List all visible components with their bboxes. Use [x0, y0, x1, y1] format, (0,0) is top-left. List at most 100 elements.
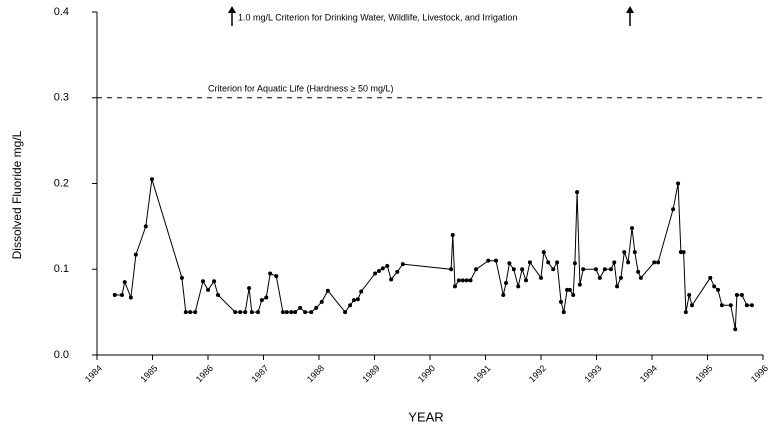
data-point: [468, 278, 473, 283]
data-point: [247, 286, 252, 291]
data-point: [511, 267, 516, 272]
x-tick-label: 1992: [527, 363, 548, 384]
x-tick-label: 1991: [471, 363, 492, 384]
x-tick-label: 1990: [416, 363, 437, 384]
data-point: [555, 260, 560, 265]
data-point: [309, 310, 314, 315]
data-point: [719, 303, 724, 308]
data-point: [284, 310, 289, 315]
data-point: [452, 284, 457, 289]
data-point: [212, 279, 217, 284]
data-point: [561, 310, 566, 315]
data-point: [541, 250, 546, 255]
data-point: [656, 260, 661, 265]
data-point: [507, 261, 512, 266]
y-tick-label: 0.4: [54, 6, 69, 18]
data-point: [501, 292, 506, 297]
data-point: [744, 303, 749, 308]
data-point: [206, 287, 210, 292]
data-point: [343, 310, 348, 315]
data-point: [122, 280, 127, 285]
data-point: [280, 310, 285, 315]
data-point: [734, 292, 739, 297]
data-point: [524, 278, 529, 283]
data-point: [681, 250, 686, 255]
data-point: [516, 284, 521, 289]
data-point: [520, 267, 525, 272]
data-point: [233, 310, 238, 315]
data-point: [303, 310, 308, 315]
data-point: [149, 177, 154, 182]
y-tick-label: 0.1: [54, 263, 69, 275]
x-tick-label: 1995: [693, 363, 714, 384]
data-point: [348, 303, 353, 308]
data-point: [630, 226, 635, 231]
data-point: [293, 310, 298, 315]
data-point: [597, 275, 602, 280]
arrow-right: [626, 6, 634, 26]
data-point: [238, 310, 243, 315]
data-point: [572, 261, 577, 266]
data-point: [626, 260, 631, 265]
y-tick-label: 0.2: [54, 177, 69, 189]
data-point: [264, 295, 269, 300]
data-point: [380, 266, 385, 271]
data-point: [255, 310, 260, 315]
data-point: [395, 269, 400, 274]
data-point: [551, 267, 556, 272]
data-line: [114, 179, 752, 330]
data-point: [314, 305, 319, 310]
data-point: [193, 310, 198, 315]
data-point: [581, 267, 586, 272]
data-point: [389, 277, 394, 282]
data-point: [201, 279, 206, 284]
data-point: [712, 284, 717, 289]
data-point: [733, 327, 738, 332]
data-point: [188, 310, 193, 315]
data-point: [464, 278, 469, 283]
data-point: [539, 275, 543, 280]
x-tick-label: 1994: [638, 363, 659, 384]
data-point: [179, 275, 184, 280]
data-point: [676, 181, 681, 186]
data-point: [575, 190, 580, 195]
data-point: [183, 310, 188, 315]
data-point: [546, 260, 551, 265]
y-axis-label: Dissolved Fluoride mg/L: [10, 130, 24, 259]
x-tick-label: 1988: [305, 363, 326, 384]
data-point: [215, 292, 220, 297]
data-point: [683, 310, 688, 315]
data-point: [385, 263, 390, 268]
data-point: [638, 275, 643, 280]
data-point: [739, 292, 744, 297]
data-point: [319, 299, 324, 304]
data-point: [359, 289, 364, 294]
data-point: [652, 260, 657, 265]
data-point: [376, 268, 381, 273]
data-point: [716, 287, 721, 292]
data-point: [687, 292, 692, 297]
x-tick-label: 1984: [83, 363, 104, 384]
data-point: [298, 305, 303, 310]
data-point: [119, 292, 124, 297]
data-point: [143, 224, 148, 229]
x-tick-label: 1993: [582, 363, 603, 384]
data-point: [128, 295, 133, 300]
data-point: [460, 278, 465, 283]
data-point: [243, 310, 248, 315]
data-point: [456, 278, 461, 283]
x-axis-label: YEAR: [408, 409, 443, 424]
data-point: [577, 282, 582, 287]
data-point: [615, 284, 620, 289]
data-point: [708, 275, 713, 280]
data-point: [449, 267, 454, 272]
data-point: [678, 250, 683, 255]
data-point: [602, 267, 607, 272]
data-point: [325, 288, 330, 293]
data-point: [622, 250, 627, 255]
data-point: [565, 287, 570, 292]
data-point: [112, 292, 117, 297]
data-point: [474, 267, 479, 272]
